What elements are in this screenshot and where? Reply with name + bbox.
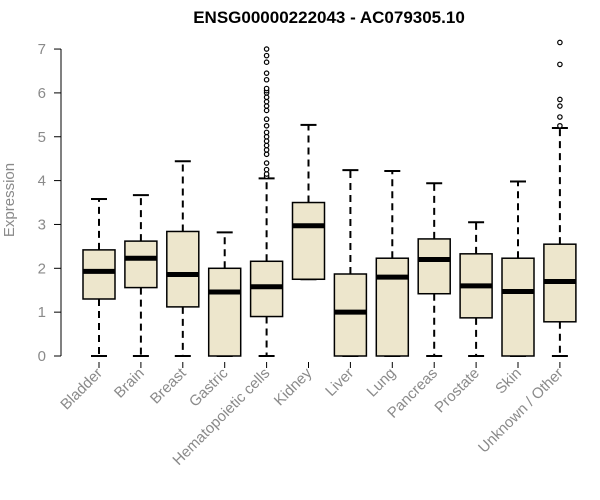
x-tick-label: Liver [322,365,357,400]
outlier-point [263,160,270,166]
outlier-point [263,46,270,52]
y-tick-label: 0 [38,348,46,365]
x-tick-label: Skin [492,365,525,398]
outlier-point [557,122,563,129]
outlier-point [263,122,270,129]
outlier-point [263,129,270,136]
outlier-point [557,103,563,109]
outlier-point [263,116,270,123]
box-12 [543,39,577,357]
y-tick-label: 1 [38,304,46,321]
box-4 [207,231,242,357]
y-axis-ticks: 0 1 2 3 4 5 6 7 [38,41,61,365]
y-tick-label: 3 [38,216,46,233]
outlier-point [263,70,270,76]
box-6 [291,123,326,281]
outlier-point [263,103,270,109]
outlier-point [263,52,270,59]
iqr-box [82,249,116,300]
outlier-point [263,166,270,173]
iqr-box [375,257,410,357]
box-11 [501,180,535,357]
y-tick-label: 6 [38,85,46,102]
iqr-box [501,257,535,357]
box-3 [166,160,200,357]
outlier-point [557,96,563,103]
outlier-point [263,142,270,149]
iqr-box [333,273,368,357]
outlier-point [263,151,270,158]
x-tick-label: Prostate [431,365,483,417]
iqr-box [124,240,158,289]
outlier-point [263,133,270,140]
boxes-group [82,39,577,357]
x-tick-label: Bladder [57,365,106,414]
x-tick-label: Brain [111,365,148,402]
outlier-point [263,107,270,114]
y-tick-label: 4 [38,173,46,190]
outlier-point [263,76,270,83]
outlier-point [263,147,270,153]
box-1 [82,198,116,357]
iqr-box [291,201,326,281]
x-tick-label: Lung [364,365,400,401]
iqr-box [207,267,242,357]
box-8 [375,169,410,357]
chart-title: ENSG00000222043 - AC079305.10 [193,8,465,27]
outlier-point [263,171,270,177]
outlier-point [557,114,563,120]
outlier-point [263,94,270,101]
iqr-box [166,230,200,308]
box-9 [417,182,451,357]
y-axis-label: Expression [1,163,18,237]
outlier-point [263,59,270,66]
outlier-point [557,61,563,68]
iqr-box [417,238,451,295]
y-tick-label: 2 [38,260,46,277]
box-7 [333,169,368,357]
y-tick-label: 5 [38,129,46,146]
outlier-point [263,98,270,105]
outlier-point [263,85,270,92]
x-tick-label: Breast [147,364,190,407]
box-5 [249,46,284,357]
outlier-point [263,138,270,144]
y-tick-label: 7 [38,41,46,58]
box-10 [459,221,493,357]
box-2 [124,194,158,357]
outlier-point [557,39,563,46]
x-tick-label: Kidney [271,364,316,409]
